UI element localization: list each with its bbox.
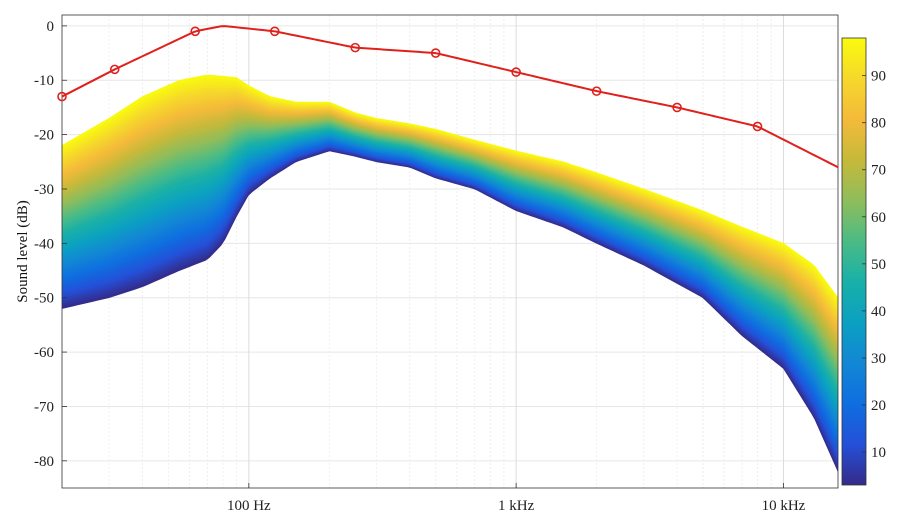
- colorbar-tick-label: 40: [871, 304, 886, 320]
- reference-marker: [350, 42, 361, 53]
- colorbar-tick-label: 90: [871, 69, 886, 85]
- colorbar-fill: [841, 37, 867, 486]
- y-tick-label: -40: [34, 236, 54, 252]
- band-layer: [62, 74, 838, 302]
- reference-curve: [57, 25, 839, 169]
- colorbar-tick-label: 60: [871, 210, 886, 226]
- y-axis-label: Sound level (dB): [15, 200, 31, 303]
- reference-marker: [591, 86, 602, 96]
- y-tick-label: -70: [34, 399, 54, 415]
- reference-marker: [269, 26, 280, 37]
- colorbar-tick-label: 50: [871, 257, 886, 273]
- y-tick-label: -60: [34, 345, 54, 361]
- x-tick-label: 1 kHz: [498, 498, 535, 514]
- y-tick-label: -30: [34, 182, 54, 198]
- y-tick-label: -10: [34, 73, 54, 89]
- reference-marker: [190, 26, 200, 37]
- colorbar-tick-label: 80: [871, 116, 886, 132]
- y-tick-label: -20: [34, 128, 54, 144]
- reference-marker: [430, 48, 441, 58]
- reference-marker: [109, 64, 120, 75]
- axes-box: [61, 14, 839, 489]
- colorbar-tick-label: 20: [871, 398, 886, 414]
- reference-marker: [57, 91, 67, 102]
- y-tick-label: -80: [34, 454, 54, 470]
- x-tick-label: 100 Hz: [227, 498, 271, 514]
- x-tick-label: 10 kHz: [762, 498, 806, 514]
- y-tick-label: 0: [47, 19, 55, 35]
- colorbar-tick-label: 10: [871, 445, 886, 461]
- x-axis-ticks: 100 Hz 1 kHz 10 kHz: [227, 483, 806, 514]
- colorbar-tick-label: 30: [871, 351, 886, 367]
- colorbar-tick-label: 70: [871, 163, 886, 179]
- y-axis-ticks: 0 -10 -20 -30 -40 -50 -60 -70 -80: [34, 19, 67, 470]
- y-tick-label: -50: [34, 291, 54, 307]
- percentile-band: [62, 74, 838, 472]
- reference-marker: [511, 67, 521, 77]
- reference-marker: [672, 102, 682, 113]
- reference-marker: [752, 121, 763, 132]
- colorbar: 10 20 30 40 50 60 70 80 90: [841, 37, 886, 486]
